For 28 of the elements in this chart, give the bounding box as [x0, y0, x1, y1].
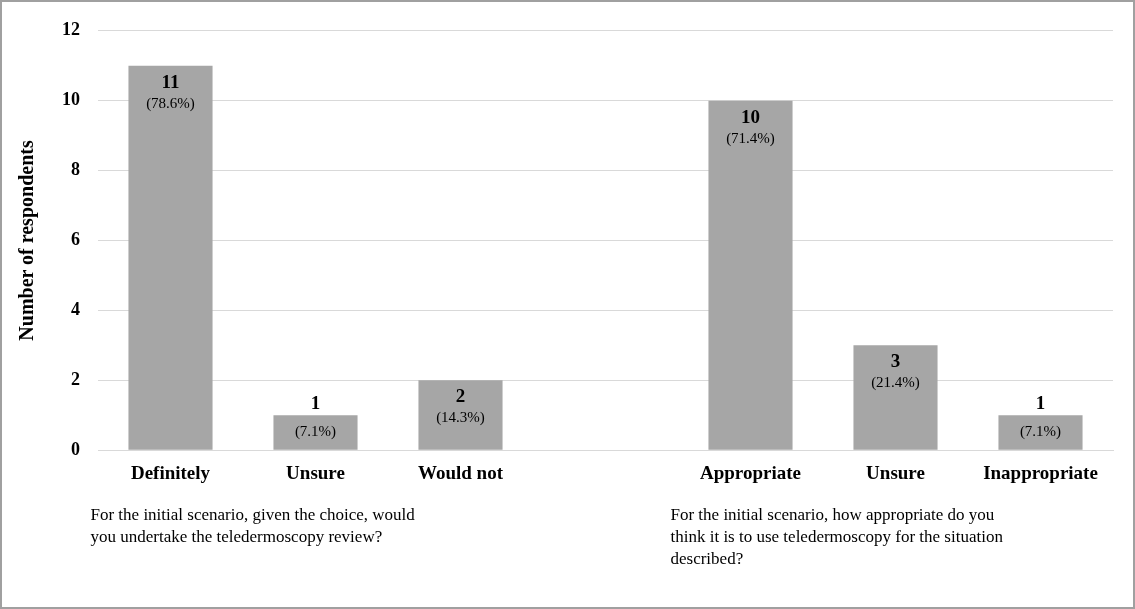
bar — [853, 345, 938, 450]
data-label: 3 (21.4%) — [871, 350, 920, 392]
x-tick-label: Unsure — [286, 461, 345, 483]
x-tick-label: Would not — [417, 461, 504, 483]
y-tick-label: 4 — [71, 299, 80, 320]
y-tick-label: 0 — [71, 438, 80, 459]
text: For the initial scenario, given the choice, would you undertake the teledermoscopy review? — [90, 505, 416, 547]
bar — [128, 65, 213, 450]
x-tick-label: Appropriate — [700, 461, 801, 483]
y-tick-label: 2 — [71, 368, 80, 389]
y-tick-label: 6 — [71, 229, 80, 250]
data-label: 11 (78.6%) — [146, 70, 195, 112]
bar — [708, 100, 793, 450]
data-label: 10 (71.4%) — [726, 105, 775, 147]
data-label: 2 (14.3%) — [436, 385, 485, 427]
bar — [998, 415, 1083, 450]
y-tick-label: 8 — [71, 159, 80, 180]
text: For the initial scenario, how appropriate do you think it is to use teledermoscopy for the situation described? — [670, 505, 1004, 569]
y-tick-label: 10 — [62, 89, 80, 110]
data-label: 1 (7.1%) — [1019, 392, 1062, 441]
y-tick-label: 12 — [62, 19, 80, 40]
x-tick-label: Unsure — [866, 461, 925, 483]
y-axis-title: Number of respondents — [15, 140, 39, 341]
data-label: 1 (7.1%) — [294, 392, 337, 441]
x-tick-label: Definitely — [130, 461, 211, 483]
bar — [418, 380, 503, 450]
x-tick-label: Inappropriate — [983, 461, 1098, 483]
bar — [273, 415, 358, 450]
